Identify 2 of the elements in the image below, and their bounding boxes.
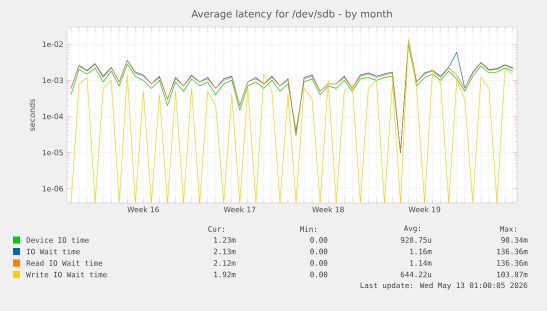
chart-title: Average latency for /dev/sdb - by month — [191, 10, 392, 20]
line-series — [70, 38, 514, 204]
